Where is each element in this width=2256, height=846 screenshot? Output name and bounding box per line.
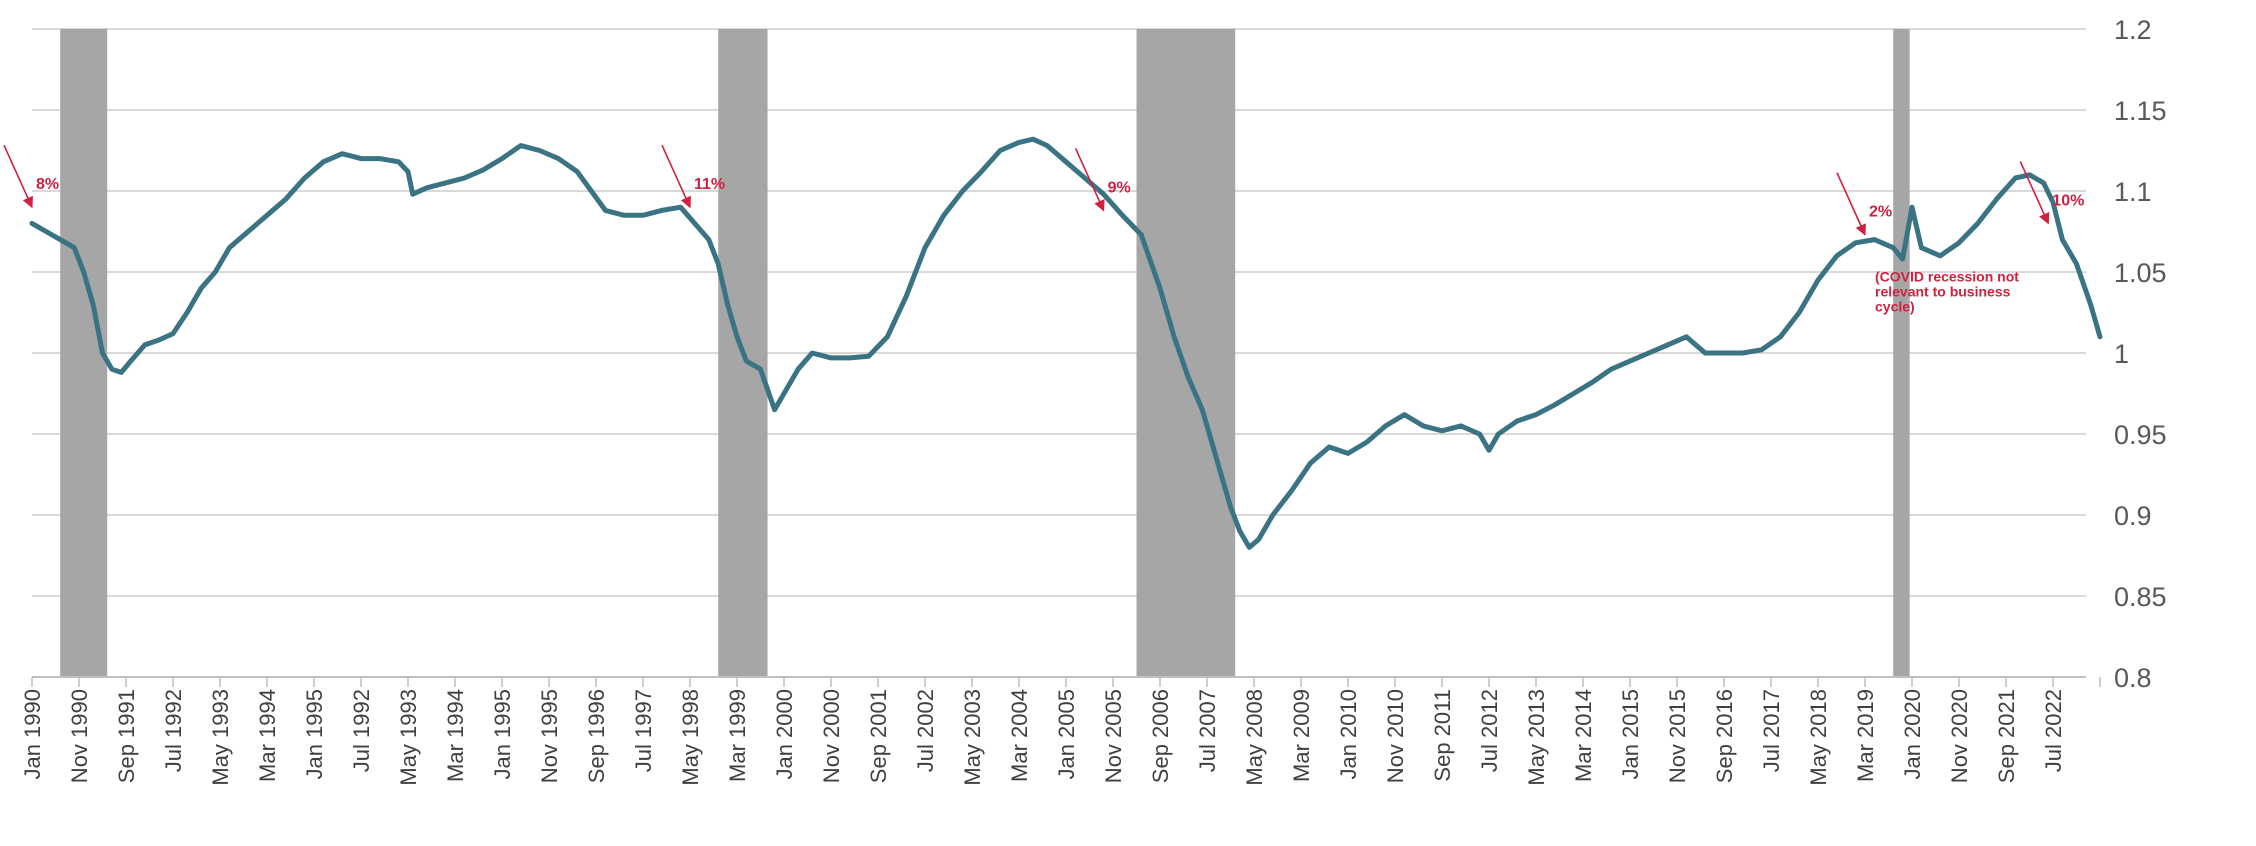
x-tick-label: May 2003	[960, 689, 985, 786]
y-tick-label: 1.15	[2114, 96, 2167, 126]
x-tick-label: Mar 2004	[1007, 689, 1032, 782]
x-tick-label: Nov 1990	[67, 689, 92, 783]
x-tick-label: Nov 2000	[819, 689, 844, 783]
x-tick-label: Jan 1995	[490, 689, 515, 780]
x-tick-label: Jan 2000	[772, 689, 797, 780]
y-tick-label: 1.05	[2114, 258, 2167, 288]
annotation-label: 2%	[1869, 204, 1892, 221]
y-axis: 0.8 0.85 0.9 0.95 1 1.05 1.1 1.15 1.2	[2114, 15, 2167, 693]
x-tick-label: Jan 2005	[1054, 689, 1079, 780]
x-tick-label: Jul 1997	[631, 689, 656, 772]
covid-note-line: relevant to business	[1875, 284, 2011, 300]
recession-band	[1893, 29, 1910, 677]
x-tick-label: Mar 1994	[443, 689, 468, 782]
y-tick-label: 0.9	[2114, 501, 2152, 531]
covid-note-line: (COVID recession not	[1875, 269, 2019, 285]
x-tick-label: May 2008	[1242, 689, 1267, 786]
x-tick-label: Jan 2010	[1336, 689, 1361, 780]
y-tick-label: 0.85	[2114, 582, 2167, 612]
x-tick-label: Sep 2006	[1148, 689, 1173, 783]
recession-band	[1136, 29, 1236, 677]
x-tick-label: Mar 2009	[1289, 689, 1314, 782]
annotation-arrow	[2019, 161, 2050, 225]
x-tick-label: Nov 2010	[1383, 689, 1408, 783]
x-tick-label: Mar 1994	[255, 689, 280, 782]
x-tick-label: Jul 2012	[1477, 689, 1502, 772]
x-tick-label: May 1993	[396, 689, 421, 786]
x-tick-label: Jul 1992	[349, 689, 374, 772]
x-tick-label: Sep 2011	[1430, 689, 1455, 782]
series-line	[29, 136, 2103, 550]
x-tick-label: Mar 2014	[1571, 689, 1596, 782]
annotation-arrow	[1836, 172, 1866, 236]
x-tick-label: Jul 1992	[161, 689, 186, 772]
x-tick-label: Jan 2015	[1618, 689, 1643, 780]
y-tick-label: 0.8	[2114, 663, 2152, 693]
x-tick-label: Jan 1995	[302, 689, 327, 780]
annotation-label: 8%	[36, 176, 59, 193]
x-tick-label: Jul 2002	[913, 689, 938, 772]
x-tick-label: Sep 1996	[584, 689, 609, 783]
x-tick-label: Sep 2021	[1994, 689, 2019, 783]
x-axis: Jan 1990 Nov 1990 Sep 1991 Jul 1992 May 1993…	[20, 676, 2101, 786]
annotation-label: 10%	[2052, 192, 2084, 209]
y-tick-label: 1.1	[2114, 177, 2152, 207]
annotation-label: 11%	[694, 176, 725, 193]
annotations-layer: 8% 11% 9% 2% 10% (COVID recession notrelevant…	[3, 144, 2084, 315]
x-tick-label: Nov 2005	[1101, 689, 1126, 783]
x-tick-label: Jul 2022	[2041, 689, 2066, 772]
y-tick-label: 1	[2114, 339, 2129, 369]
x-tick-label: Nov 2015	[1665, 689, 1690, 783]
x-tick-label: Mar 2019	[1853, 689, 1878, 782]
x-tick-label: May 2018	[1806, 689, 1831, 786]
x-tick-label: Jul 2017	[1759, 689, 1784, 772]
covid-note-line: cycle)	[1875, 299, 1915, 315]
gridlines	[32, 28, 2086, 678]
annotation-label: 9%	[1108, 179, 1131, 196]
y-tick-label: 0.95	[2114, 420, 2167, 450]
x-tick-label: May 1993	[208, 689, 233, 786]
y-tick-label: 1.2	[2114, 15, 2152, 45]
x-tick-label: May 2013	[1524, 689, 1549, 786]
x-tick-label: Jan 1990	[20, 689, 45, 780]
x-tick-label: Sep 1991	[114, 689, 139, 783]
x-tick-label: Sep 2001	[866, 689, 891, 783]
annotation-arrow	[661, 144, 691, 209]
x-tick-label: Nov 1995	[537, 689, 562, 783]
x-tick-label: Sep 2016	[1712, 689, 1737, 783]
recession-band	[60, 29, 108, 677]
series-layer	[29, 136, 2103, 550]
x-tick-label: Jan 2020	[1900, 689, 1925, 780]
x-tick-label: Mar 1999	[725, 689, 750, 782]
x-tick-label: Jul 2007	[1195, 689, 1220, 772]
annotation-arrow	[1074, 148, 1105, 212]
x-tick-label: May 1998	[678, 689, 703, 786]
x-tick-label: Nov 2020	[1947, 689, 1972, 783]
annotation-arrow	[3, 144, 33, 209]
